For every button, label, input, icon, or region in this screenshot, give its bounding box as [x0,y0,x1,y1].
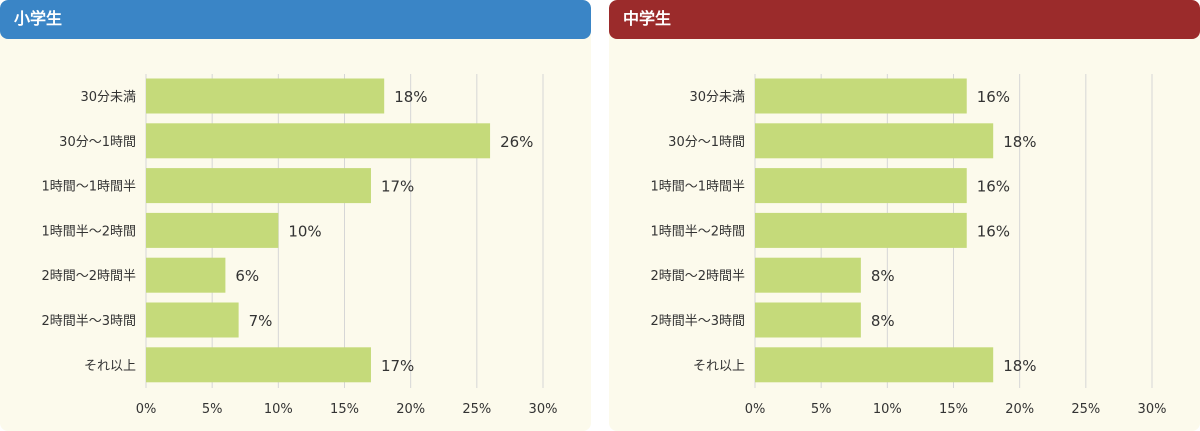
junior-high-value-label: 8% [871,312,895,330]
junior-high-x-tick-label: 0% [745,402,766,417]
junior-high-x-tick-label: 10% [873,402,902,417]
junior-high-x-tick-label: 15% [939,402,968,417]
elementary-category-label: 1時間半〜2時間 [41,224,136,239]
elementary-category-label: 2時間〜2時間半 [41,269,136,284]
junior-high-bar [755,257,861,293]
junior-high-bar [755,212,967,248]
junior-high-category-label: 30分未満 [689,90,745,105]
junior-high-category-label: 30分〜1時間 [668,135,745,150]
elementary-value-label: 10% [288,222,321,240]
junior-high-x-tick-label: 30% [1138,402,1167,417]
junior-high-value-label: 16% [977,88,1010,106]
elementary-x-tick-label: 20% [396,402,425,417]
junior-high-x-tick-label: 25% [1071,402,1100,417]
junior-high-value-label: 16% [977,178,1010,196]
elementary-value-label: 17% [381,357,414,375]
junior-high-bar [755,78,967,114]
junior-high-panel: 中学生 0% 5% 10% 15% 20% 25% 30% 30分未満 16% 30分〜1時間 18… [609,0,1200,431]
junior-high-category-label: それ以上 [693,359,745,374]
elementary-x-tick-label: 30% [529,402,558,417]
junior-high-x-tick-label: 20% [1005,402,1034,417]
elementary-value-label: 17% [381,178,414,196]
elementary-value-label: 6% [235,267,259,285]
junior-high-bar-chart: 0% 5% 10% 15% 20% 25% 30% 30分未満 16% 30分〜1時間 18% 1時間… [650,74,1167,417]
elementary-x-tick-label: 0% [136,402,157,417]
junior-high-category-label: 2時間〜2時間半 [650,269,745,284]
junior-high-category-label: 2時間半〜3時間 [650,314,745,329]
junior-high-bar [755,347,994,383]
elementary-title: 小学生 [14,9,63,28]
junior-high-bar [755,168,967,204]
elementary-bar [146,212,279,248]
elementary-value-label: 7% [249,312,273,330]
junior-high-value-label: 18% [1003,357,1036,375]
elementary-bar [146,347,371,383]
junior-high-header: 中学生 [609,0,1200,39]
junior-high-x-tick-label: 5% [811,402,832,417]
elementary-category-label: 2時間半〜3時間 [41,314,136,329]
junior-high-category-label: 1時間半〜2時間 [650,224,745,239]
elementary-x-tick-label: 25% [462,402,491,417]
elementary-category-label: 30分〜1時間 [59,135,136,150]
elementary-bar [146,78,385,114]
elementary-bar-chart: 0% 5% 10% 15% 20% 25% 30% 30分未満 18% 30分〜1時間 26% 1時間… [41,74,558,417]
elementary-value-label: 18% [394,88,427,106]
elementary-x-tick-label: 5% [202,402,223,417]
elementary-bar [146,302,239,338]
elementary-bar [146,123,491,159]
elementary-bar [146,257,226,293]
elementary-category-label: 1時間〜1時間半 [41,180,136,195]
junior-high-category-label: 1時間〜1時間半 [650,180,745,195]
elementary-header: 小学生 [0,0,591,39]
elementary-panel: 小学生 0% 5% 10% 15% 20% 25% 30% 30分未満 18% 30分〜1時間 26… [0,0,591,431]
junior-high-value-label: 16% [977,222,1010,240]
junior-high-value-label: 18% [1003,133,1036,151]
elementary-category-label: それ以上 [84,359,136,374]
junior-high-title: 中学生 [623,9,672,28]
junior-high-value-label: 8% [871,267,895,285]
elementary-x-tick-label: 10% [264,402,293,417]
junior-high-bar [755,302,861,338]
elementary-bar [146,168,371,204]
elementary-category-label: 30分未満 [80,90,136,105]
elementary-x-tick-label: 15% [330,402,359,417]
junior-high-bar [755,123,994,159]
elementary-value-label: 26% [500,133,533,151]
